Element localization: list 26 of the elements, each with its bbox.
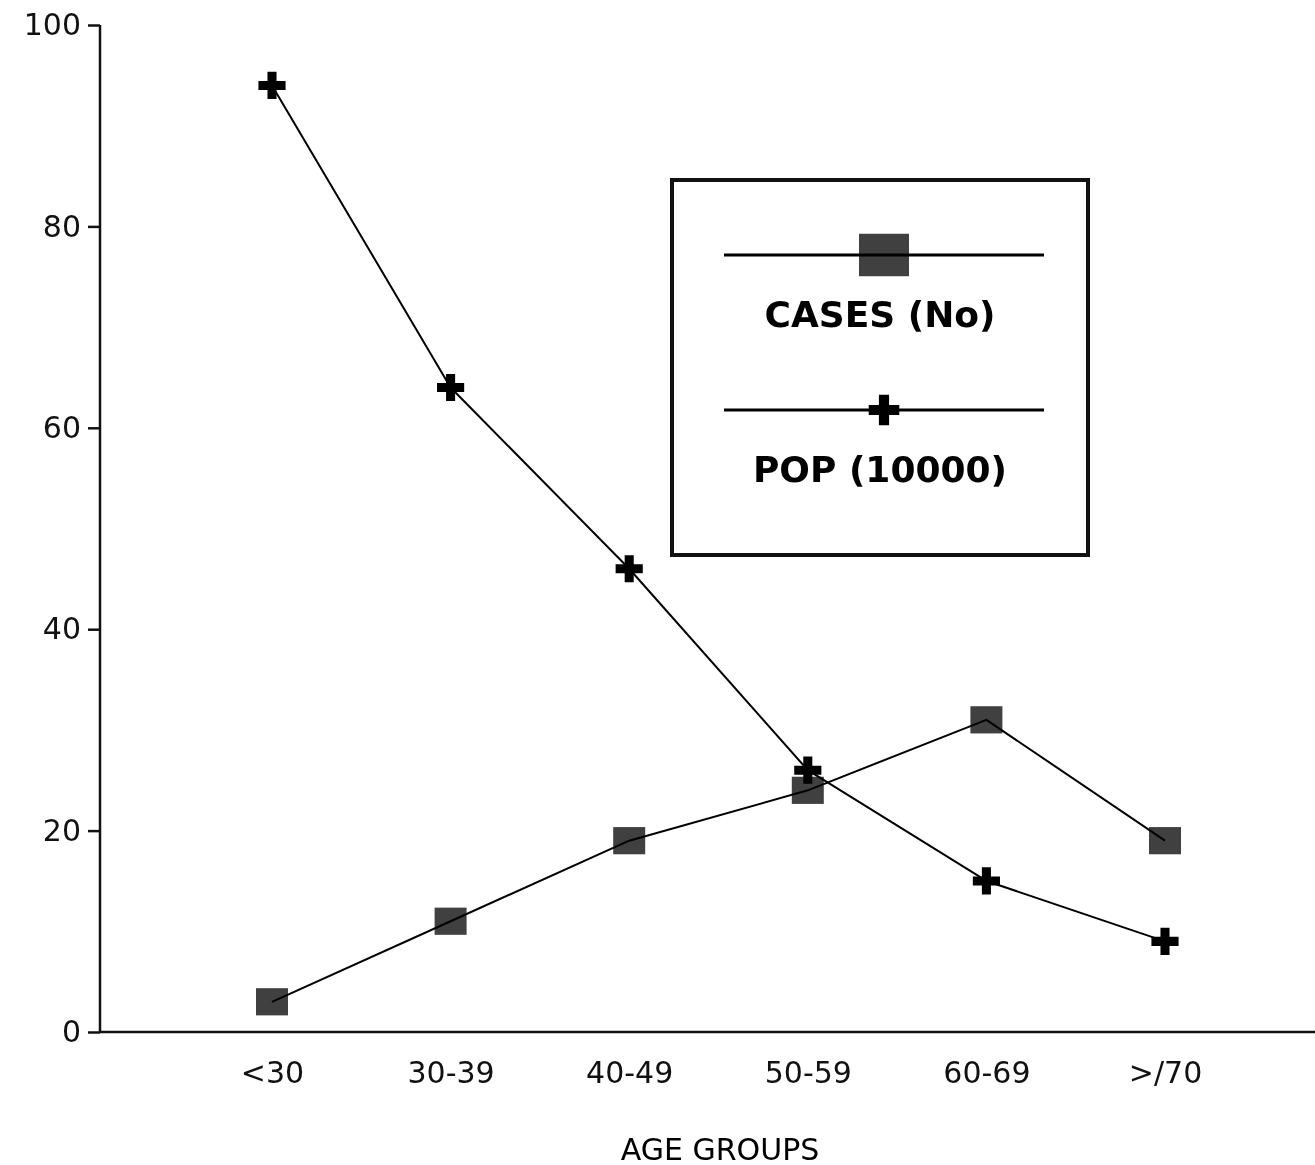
y-tick-label: 0 <box>61 1014 81 1050</box>
point <box>258 71 286 99</box>
y-tick-label: 100 <box>23 7 81 43</box>
point <box>437 373 465 402</box>
legend-label: POP (10000) <box>752 449 1008 490</box>
x-tick-label: >/70 <box>1128 1055 1203 1090</box>
point <box>1151 927 1179 955</box>
point <box>256 988 288 1016</box>
legend-label: CASES (No) <box>764 294 996 335</box>
point <box>794 756 822 784</box>
x-tick-label: 30-39 <box>407 1055 495 1090</box>
x-axis-title: AGE GROUPS <box>620 1132 820 1165</box>
point <box>434 907 467 935</box>
y-tick-label: 40 <box>42 611 81 647</box>
x-tick-label: 50-59 <box>764 1055 852 1090</box>
y-tick-label: 80 <box>42 208 81 244</box>
x-tick-label: <30 <box>240 1055 305 1090</box>
point <box>970 706 1003 734</box>
y-tick-label: 60 <box>42 409 81 445</box>
point <box>615 555 643 583</box>
point <box>1149 827 1181 855</box>
y-tick-label: 20 <box>42 812 81 848</box>
point <box>972 867 1000 895</box>
x-tick-label: 40-49 <box>586 1055 674 1090</box>
x-tick-label: 60-69 <box>943 1055 1031 1090</box>
point <box>613 827 646 855</box>
